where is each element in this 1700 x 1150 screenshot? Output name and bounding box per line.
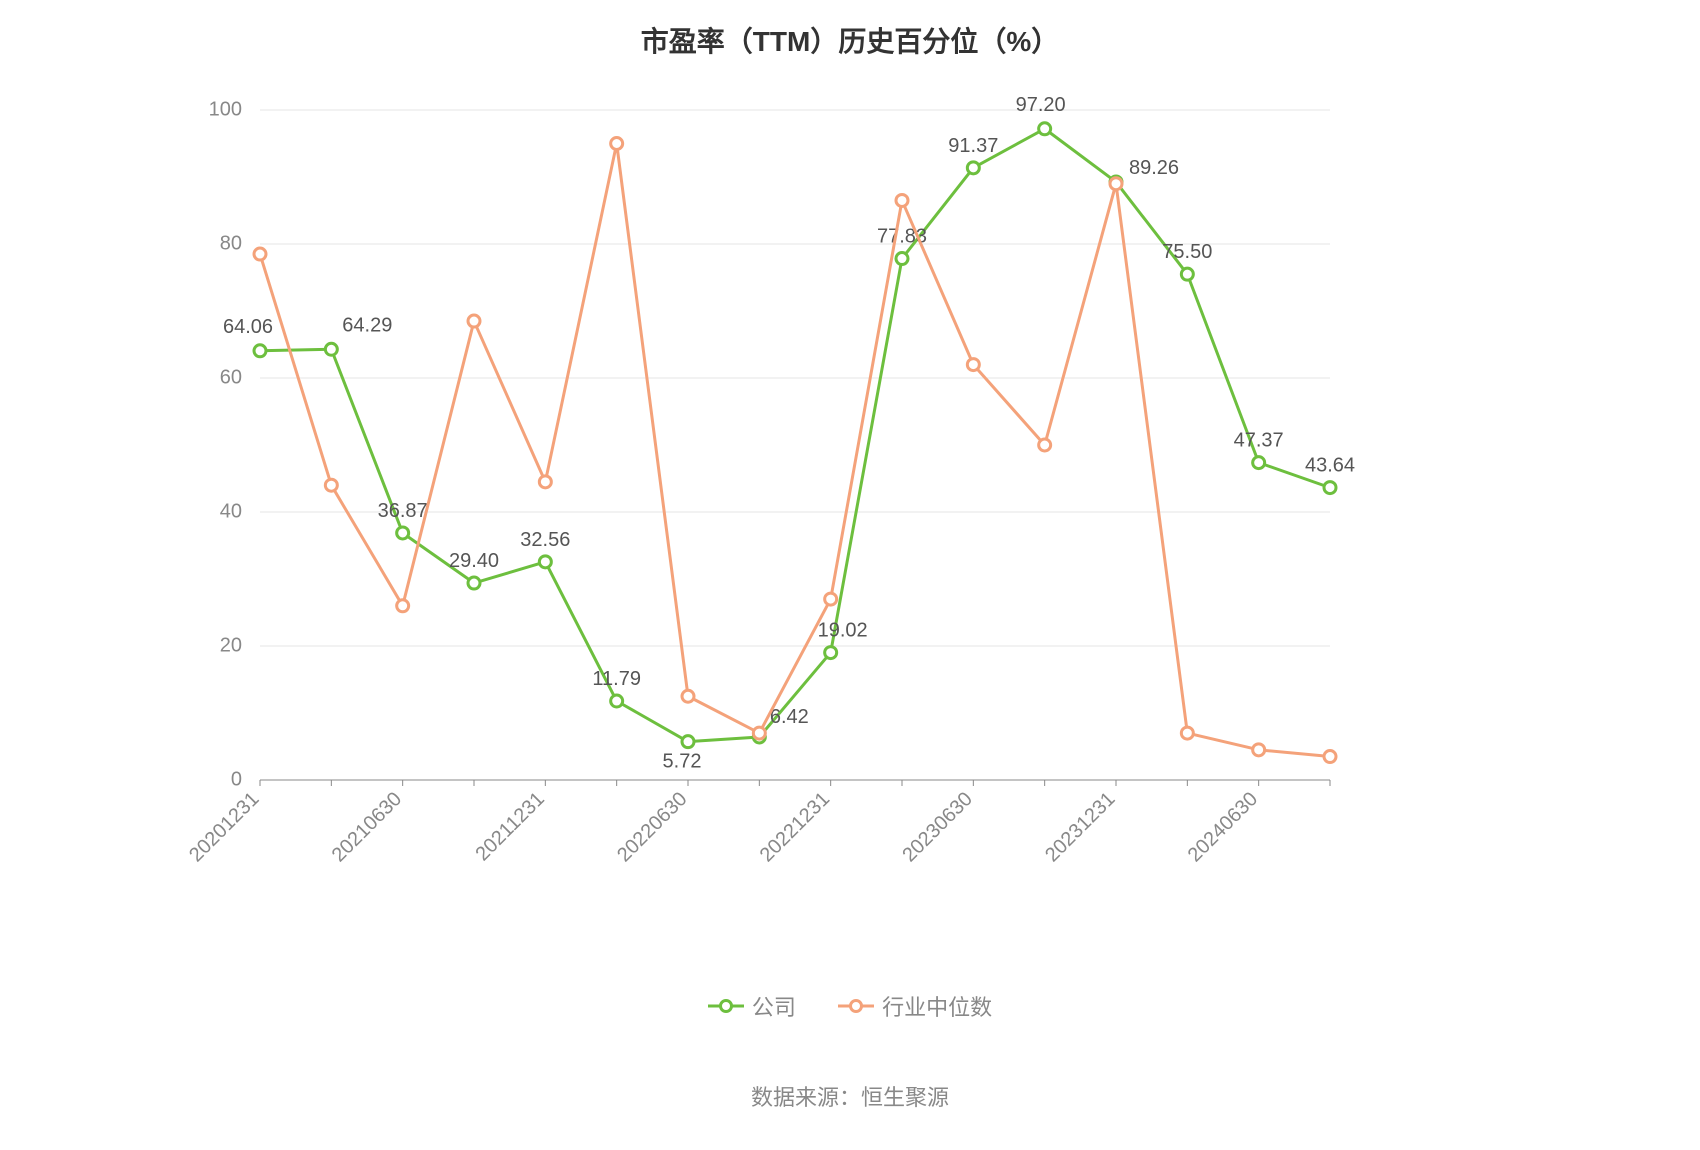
- chart-plot-svg: 0 20 40 60 80 100 20201231 20210630 20211231 2022…: [0, 0, 1700, 1150]
- series-point-marker: [1039, 439, 1051, 451]
- y-axis-tick-label: 80: [220, 232, 242, 254]
- series-point-label: 29.40: [449, 550, 499, 572]
- series-point-marker: [825, 647, 837, 659]
- series-point-marker: [967, 359, 979, 371]
- series-point-label: 11.79: [592, 668, 641, 690]
- series-industry-line: [260, 144, 1330, 757]
- series-point-marker: [254, 248, 266, 260]
- series-point-marker: [539, 476, 551, 488]
- series-point-label: 36.87: [378, 500, 428, 522]
- series-point-marker: [397, 600, 409, 612]
- series-point-marker: [325, 479, 337, 491]
- y-axis-tick-label: 0: [231, 768, 242, 790]
- series-point-marker: [753, 727, 765, 739]
- series-point-label: 91.37: [948, 135, 998, 157]
- series-point-label: 43.64: [1305, 455, 1355, 477]
- legend-item-industry-median: 行业中位数: [838, 990, 992, 1022]
- series-point-marker: [1110, 178, 1122, 190]
- series-point-marker: [468, 315, 480, 327]
- legend-marker-icon: [719, 999, 733, 1013]
- series-point-label: 6.42: [770, 706, 809, 728]
- series-point-marker: [1253, 457, 1265, 469]
- series-point-marker: [896, 253, 908, 265]
- series-point-label: 64.06: [223, 316, 273, 338]
- series-point-label: 64.29: [342, 314, 392, 336]
- series-point-marker: [825, 593, 837, 605]
- series-point-marker: [1324, 751, 1336, 763]
- legend-label: 公司: [752, 990, 796, 1022]
- legend-item-company: 公司: [708, 990, 796, 1022]
- series-point-marker: [1324, 482, 1336, 494]
- y-axis-tick-label: 40: [220, 500, 242, 522]
- series-point-marker: [1253, 744, 1265, 756]
- legend-label: 行业中位数: [882, 990, 992, 1022]
- series-point-marker: [254, 345, 266, 357]
- series-point-label: 97.20: [1016, 94, 1066, 116]
- x-axis-tick-label: 20220630: [613, 788, 691, 866]
- x-axis-tick-label: 20201231: [185, 788, 263, 866]
- series-point-marker: [468, 577, 480, 589]
- series-point-marker: [682, 736, 694, 748]
- series-point-label: 32.56: [520, 529, 570, 551]
- series-point-marker: [611, 138, 623, 150]
- y-axis-tick-label: 20: [220, 634, 242, 656]
- x-axis-tick-label: 20231231: [1041, 788, 1119, 866]
- series-point-label: 5.72: [663, 751, 702, 773]
- series-point-marker: [1039, 123, 1051, 135]
- x-axis-tick-label: 20210630: [328, 788, 406, 866]
- series-point-marker: [682, 690, 694, 702]
- series-point-marker: [325, 343, 337, 355]
- y-axis-tick-label: 60: [220, 366, 242, 388]
- pe-ttm-percentile-chart: 市盈率（TTM）历史百分位（%） 02040608010020201231202…: [0, 0, 1700, 1150]
- chart-legend: 公司 行业中位数: [0, 990, 1700, 1022]
- series-point-marker: [539, 556, 551, 568]
- legend-swatch-industry: [838, 997, 874, 1015]
- x-axis-tick-label: 20211231: [471, 788, 548, 865]
- x-axis-tick-label: 20221231: [756, 788, 834, 866]
- series-company-line: [260, 129, 1330, 742]
- series-point-label: 19.02: [818, 620, 868, 642]
- series-point-marker: [1181, 727, 1193, 739]
- series-point-label: 75.50: [1162, 241, 1212, 263]
- x-axis-tick-label: 20230630: [898, 788, 976, 866]
- series-point-marker: [1181, 268, 1193, 280]
- series-point-marker: [397, 527, 409, 539]
- legend-swatch-company: [708, 997, 744, 1015]
- series-point-label: 47.37: [1234, 430, 1284, 452]
- legend-marker-icon: [849, 999, 863, 1013]
- series-point-marker: [611, 695, 623, 707]
- y-axis-tick-label: 100: [209, 98, 242, 120]
- data-source-label: 数据来源：恒生聚源: [0, 1080, 1700, 1112]
- series-point-label: 89.26: [1129, 157, 1179, 179]
- series-point-marker: [896, 194, 908, 206]
- x-axis-tick-label: 20240630: [1184, 788, 1262, 866]
- series-point-marker: [967, 162, 979, 174]
